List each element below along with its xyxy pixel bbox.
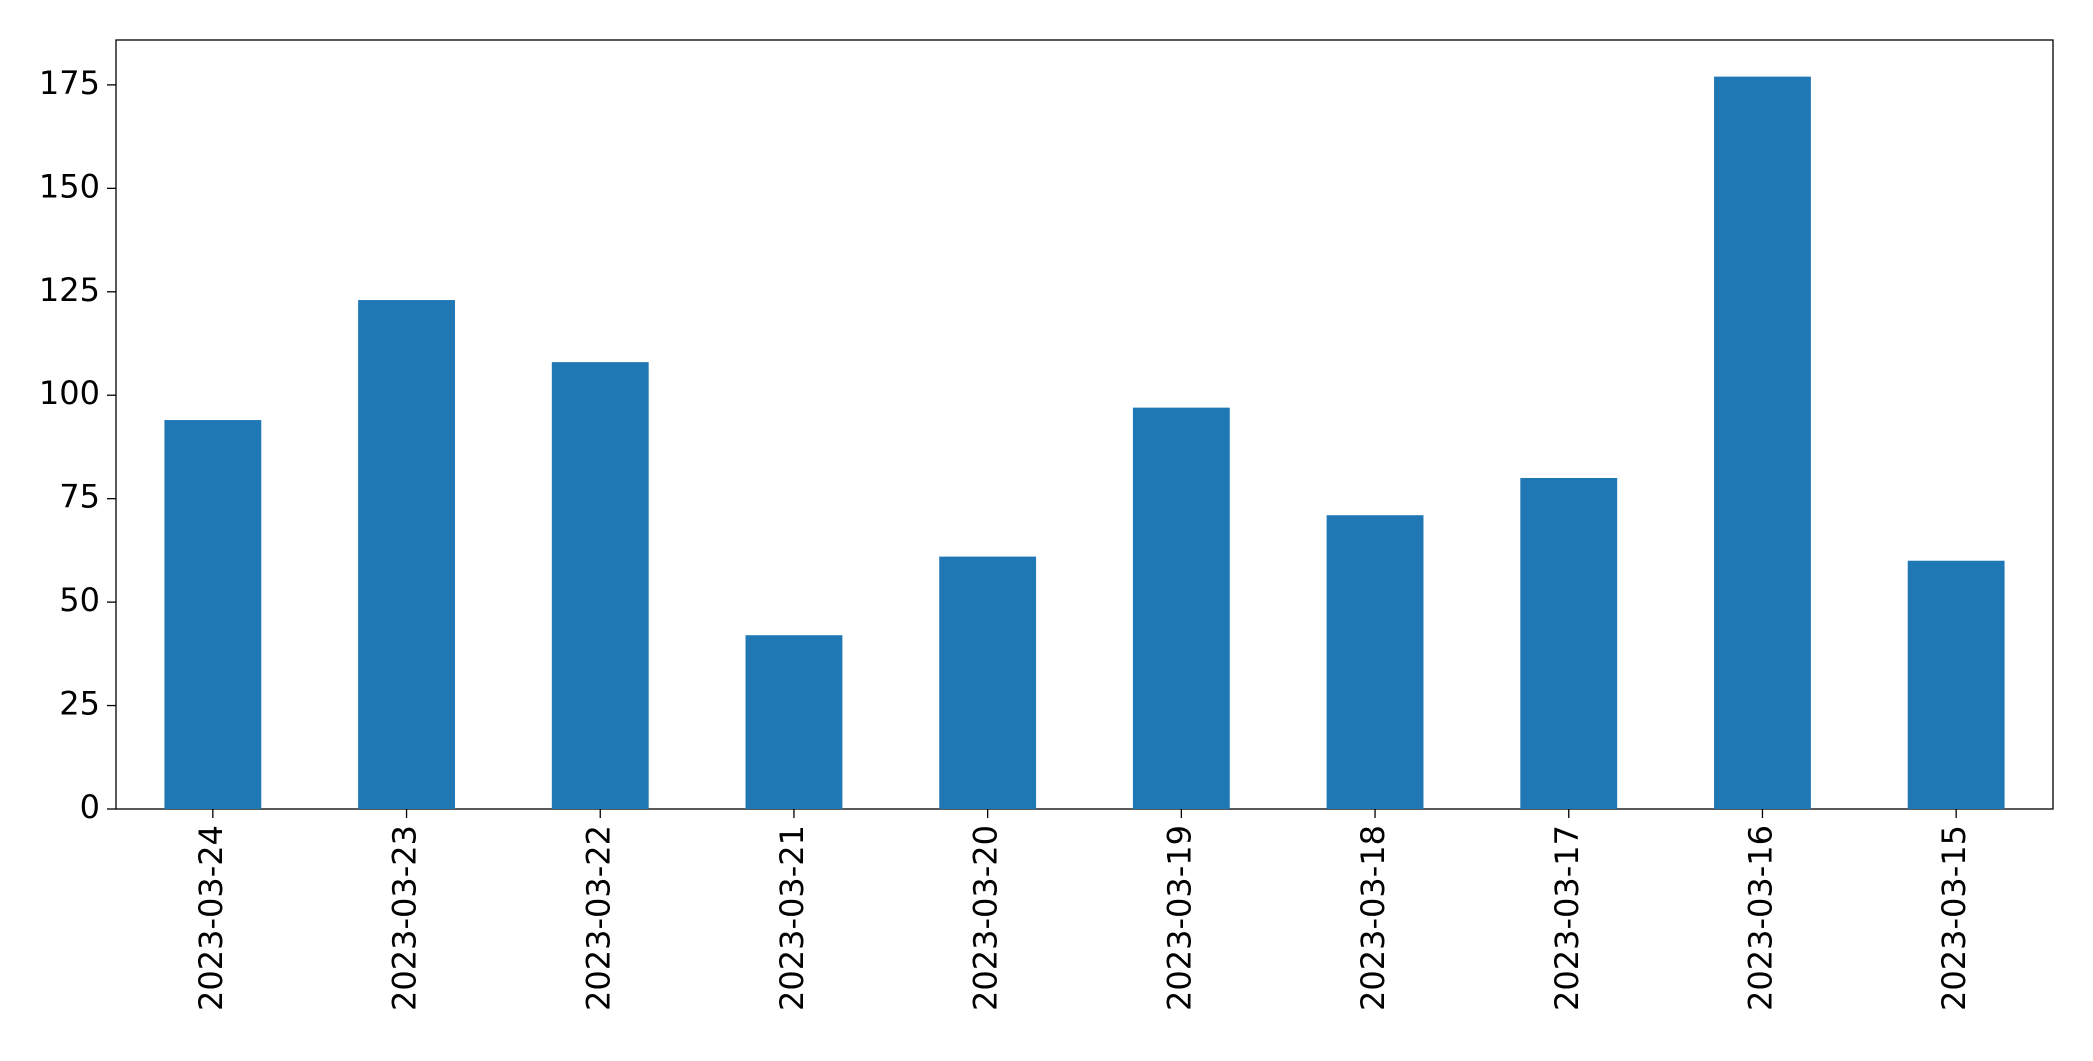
x-tick-label: 2023-03-20 [967,825,1005,1011]
bar [164,420,262,809]
x-tick-label: 2023-03-21 [773,825,811,1011]
bar [1907,560,2005,809]
y-tick-label: 0 [80,788,100,826]
bar [1714,76,1811,810]
bar [939,556,1037,809]
bar [1520,477,1618,809]
plot-frame [115,39,2054,810]
y-tick-label: 150 [39,167,100,205]
y-tick-label: 100 [39,374,100,412]
y-tick-label: 125 [39,271,100,309]
x-tick-label: 2023-03-17 [1548,825,1586,1011]
x-tick-label: 2023-03-18 [1354,825,1392,1011]
x-tick-label: 2023-03-16 [1741,825,1779,1011]
x-tick-label: 2023-03-19 [1160,825,1198,1011]
y-tick-label: 50 [59,581,100,619]
x-tick-label: 2023-03-24 [192,825,230,1011]
x-tick-label: 2023-03-23 [386,825,424,1011]
y-tick-label: 75 [59,478,100,516]
bar [551,362,649,809]
y-tick-label: 175 [39,64,100,102]
bar [1326,515,1424,809]
bar [1132,407,1230,809]
x-tick-label: 2023-03-15 [1935,825,1973,1011]
bar [745,635,843,809]
y-tick-label: 25 [59,685,100,723]
bar [358,300,455,809]
x-tick-label: 2023-03-22 [579,825,617,1011]
